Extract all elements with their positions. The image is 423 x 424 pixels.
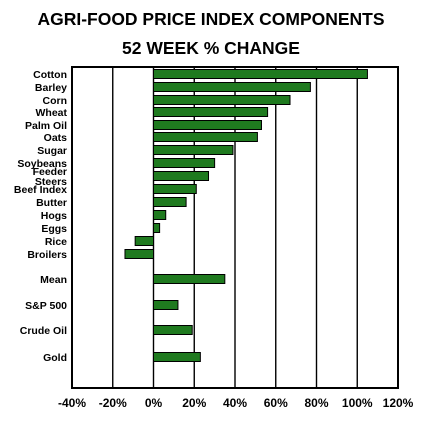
category-label: Hogs: [41, 210, 67, 222]
category-label: Barley: [35, 82, 67, 94]
x-tick-label: 20%: [182, 396, 206, 410]
bar-hogs: [153, 210, 167, 220]
plot-frame: [71, 66, 399, 389]
bar-sugar: [153, 145, 234, 155]
x-tick-label: 40%: [223, 396, 247, 410]
x-tick-label: -20%: [99, 396, 127, 410]
bar-eggs: [153, 223, 161, 233]
category-label: Rice: [45, 236, 67, 248]
category-label: Corn: [43, 95, 68, 107]
bar-palm-oil: [153, 120, 262, 130]
category-label: Feeder Steers: [33, 166, 68, 188]
bar-rice: [134, 236, 155, 246]
bar-cotton: [153, 69, 368, 79]
bar-corn: [153, 95, 291, 105]
bar-crude-oil: [153, 325, 193, 335]
x-tick-label: -40%: [58, 396, 86, 410]
bar-mean: [153, 274, 226, 284]
category-label: Eggs: [41, 223, 67, 235]
category-label: Crude Oil: [20, 325, 67, 337]
category-label: Gold: [43, 352, 67, 364]
category-label: Oats: [44, 132, 68, 144]
category-label: Cotton: [33, 69, 67, 81]
bars: [124, 69, 368, 362]
x-tick-label: 120%: [383, 396, 414, 410]
category-label: Beef Index: [14, 184, 67, 196]
bar-oats: [153, 132, 258, 142]
bar-gold: [153, 352, 201, 362]
category-label: Broilers: [27, 249, 67, 261]
category-label: Mean: [40, 274, 67, 286]
bar-s-p-500: [153, 300, 179, 310]
chart-title: AGRI-FOOD PRICE INDEX COMPONENTS: [37, 9, 384, 29]
category-label: Butter: [36, 197, 67, 209]
bar-wheat: [153, 107, 269, 117]
x-tick-label: 80%: [304, 396, 328, 410]
category-label: Soybeans: [17, 158, 67, 170]
bar-beef-index: [153, 184, 197, 194]
category-label: S&P 500: [25, 300, 67, 312]
bar-barley: [153, 82, 311, 92]
bar-broilers: [124, 249, 154, 259]
bar-soybeans: [153, 158, 216, 168]
category-label: Palm Oil: [25, 120, 67, 132]
category-label: Sugar: [37, 145, 67, 157]
chart-subtitle: 52 WEEK % CHANGE: [122, 38, 300, 58]
x-tick-label: 60%: [264, 396, 288, 410]
x-axis-tick-labels: -40% -20% 0% 20% 40% 60% 80% 100% 120%: [58, 396, 414, 410]
category-label: Wheat: [36, 107, 68, 119]
x-tick-label: 100%: [342, 396, 373, 410]
bar-feeder-steers: [153, 171, 210, 181]
bar-butter: [153, 197, 187, 207]
x-tick-label: 0%: [145, 396, 163, 410]
